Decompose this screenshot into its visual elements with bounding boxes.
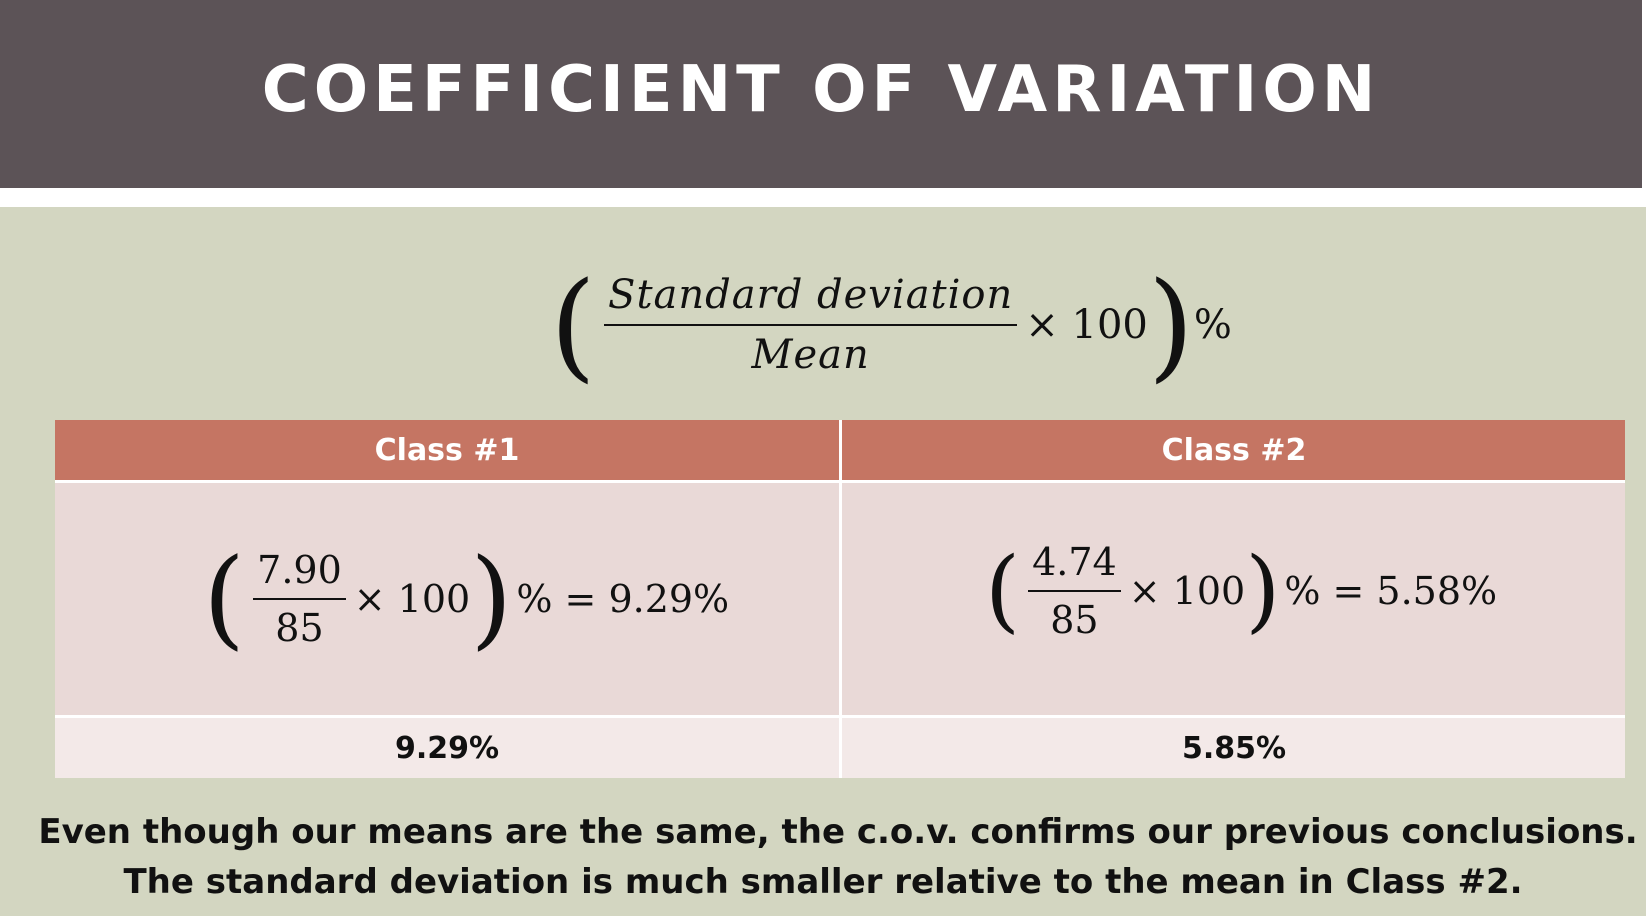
title-bar: COEFFICIENT OF VARIATION — [0, 0, 1642, 188]
column-divider — [839, 420, 842, 778]
formula-fraction: Standard deviation Mean — [604, 272, 1018, 378]
class-2-multiplier: × 100 — [1128, 569, 1246, 613]
conclusion-text: Even though our means are the same, the … — [0, 807, 1646, 907]
header-class-1: Class #1 — [374, 432, 520, 468]
right-paren: ) — [470, 536, 513, 661]
left-paren: ( — [985, 538, 1021, 643]
comparison-table: Class #1 Class #2 ( 7.90 85 × 100 ) % = … — [55, 420, 1625, 778]
class-2-fraction: 4.74 85 — [1028, 540, 1121, 642]
class-1-multiplier: × 100 — [353, 577, 471, 621]
header-class-2: Class #2 — [1161, 432, 1307, 468]
formula-numerator: Standard deviation — [604, 272, 1018, 326]
class-1-formula: ( 7.90 85 × 100 ) % = 9.29% — [203, 483, 729, 715]
class-1-result: % = 9.29% — [516, 577, 730, 621]
class-2-value: 5.85% — [1181, 730, 1287, 766]
slide-content: ( Standard deviation Mean × 100 ) % Clas… — [0, 207, 1646, 916]
class-1-fraction: 7.90 85 — [253, 548, 346, 650]
cov-formula: ( Standard deviation Mean × 100 ) % — [550, 265, 1232, 385]
left-paren: ( — [203, 536, 246, 661]
conclusion-line-2: The standard deviation is much smaller r… — [123, 862, 1523, 902]
conclusion-line-1: Even though our means are the same, the … — [38, 812, 1638, 852]
class-2-numerator: 4.74 — [1028, 540, 1121, 592]
slide-title: COEFFICIENT OF VARIATION — [261, 53, 1381, 127]
class-2-formula: ( 4.74 85 × 100 ) % = 5.58% — [985, 475, 1497, 707]
left-paren: ( — [550, 256, 597, 394]
right-paren: ) — [1245, 538, 1281, 643]
formula-percent: % — [1193, 302, 1232, 348]
formula-denominator: Mean — [751, 332, 870, 378]
class-1-value: 9.29% — [394, 730, 500, 766]
class-1-denominator: 85 — [275, 606, 324, 650]
right-paren: ) — [1147, 256, 1194, 394]
class-1-numerator: 7.90 — [253, 548, 346, 600]
formula-multiplier: × 100 — [1025, 302, 1148, 348]
class-2-result: % = 5.58% — [1284, 569, 1498, 613]
class-2-denominator: 85 — [1050, 598, 1099, 642]
